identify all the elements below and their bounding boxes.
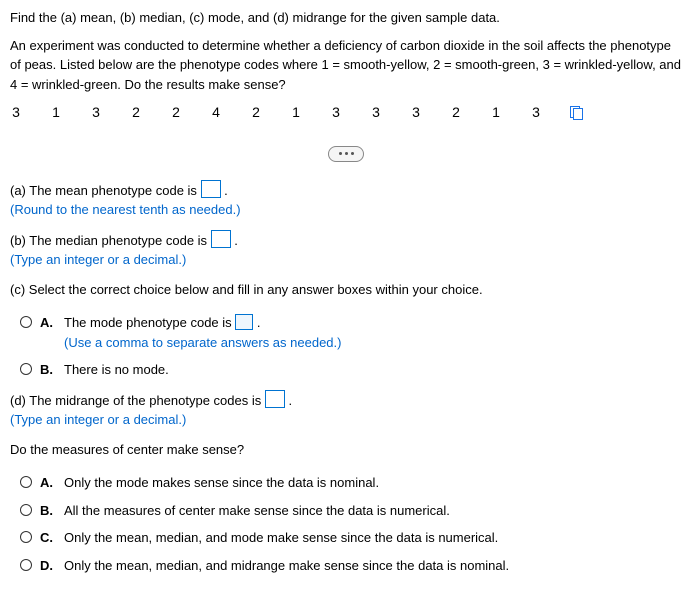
option-label: B. — [40, 501, 56, 521]
option-sense-a: A. Only the mode makes sense since the d… — [10, 473, 682, 493]
part-d-prompt: (d) The midrange of the phenotype codes … — [10, 393, 265, 408]
sense-question: Do the measures of center make sense? A.… — [10, 440, 682, 576]
data-value: 1 — [50, 102, 62, 123]
option-sense-c: C. Only the mean, median, and mode make … — [10, 528, 682, 548]
part-a: (a) The mean phenotype code is . (Round … — [10, 180, 682, 220]
data-value: 3 — [10, 102, 22, 123]
sense-prompt: Do the measures of center make sense? — [10, 440, 682, 460]
part-c-prompt: (c) Select the correct choice below and … — [10, 280, 682, 300]
data-value: 3 — [530, 102, 542, 123]
data-listing: 3 1 3 2 2 4 2 1 3 3 3 2 1 3 — [10, 102, 682, 123]
option-label: A. — [40, 313, 56, 333]
option-c-b: B. There is no mode. — [10, 360, 682, 380]
option-c-a: A. The mode phenotype code is . (Use a c… — [10, 313, 682, 352]
part-d-hint: (Type an integer or a decimal.) — [10, 410, 682, 430]
part-a-after: . — [224, 183, 228, 198]
option-hint: (Use a comma to separate answers as need… — [64, 333, 682, 353]
part-b: (b) The median phenotype code is . (Type… — [10, 230, 682, 270]
option-label: A. — [40, 473, 56, 493]
copy-icon[interactable] — [570, 106, 584, 120]
option-label: D. — [40, 556, 56, 576]
data-value: 4 — [210, 102, 222, 123]
data-value: 1 — [490, 102, 502, 123]
median-input[interactable] — [211, 230, 231, 248]
option-sense-b: B. All the measures of center make sense… — [10, 501, 682, 521]
collapse-toggle[interactable] — [328, 146, 364, 162]
part-b-hint: (Type an integer or a decimal.) — [10, 250, 682, 270]
data-value: 3 — [410, 102, 422, 123]
mode-input[interactable] — [235, 314, 253, 330]
data-value: 3 — [370, 102, 382, 123]
question-context: An experiment was conducted to determine… — [10, 36, 682, 95]
radio-input[interactable] — [20, 476, 32, 488]
radio-input[interactable] — [20, 363, 32, 375]
option-text: Only the mode makes sense since the data… — [64, 473, 682, 493]
option-text: Only the mean, median, and midrange make… — [64, 556, 682, 576]
data-value: 3 — [330, 102, 342, 123]
data-value: 2 — [450, 102, 462, 123]
part-d: (d) The midrange of the phenotype codes … — [10, 390, 682, 430]
data-value: 2 — [130, 102, 142, 123]
option-text: All the measures of center make sense si… — [64, 501, 682, 521]
part-b-prompt: (b) The median phenotype code is — [10, 233, 211, 248]
radio-input[interactable] — [20, 316, 32, 328]
radio-input[interactable] — [20, 531, 32, 543]
option-label: C. — [40, 528, 56, 548]
data-value: 2 — [170, 102, 182, 123]
option-label: B. — [40, 360, 56, 380]
option-text-after: . — [257, 315, 261, 330]
radio-input[interactable] — [20, 504, 32, 516]
option-text: The mode phenotype code is — [64, 315, 235, 330]
part-c: (c) Select the correct choice below and … — [10, 280, 682, 380]
part-d-after: . — [288, 393, 292, 408]
radio-input[interactable] — [20, 559, 32, 571]
data-value: 3 — [90, 102, 102, 123]
option-sense-d: D. Only the mean, median, and midrange m… — [10, 556, 682, 576]
data-value: 2 — [250, 102, 262, 123]
data-value: 1 — [290, 102, 302, 123]
part-b-after: . — [234, 233, 238, 248]
part-a-prompt: (a) The mean phenotype code is — [10, 183, 201, 198]
part-a-hint: (Round to the nearest tenth as needed.) — [10, 200, 682, 220]
option-text: There is no mode. — [64, 360, 682, 380]
midrange-input[interactable] — [265, 390, 285, 408]
question-prompt: Find the (a) mean, (b) median, (c) mode,… — [10, 8, 682, 28]
option-text: Only the mean, median, and mode make sen… — [64, 528, 682, 548]
mean-input[interactable] — [201, 180, 221, 198]
